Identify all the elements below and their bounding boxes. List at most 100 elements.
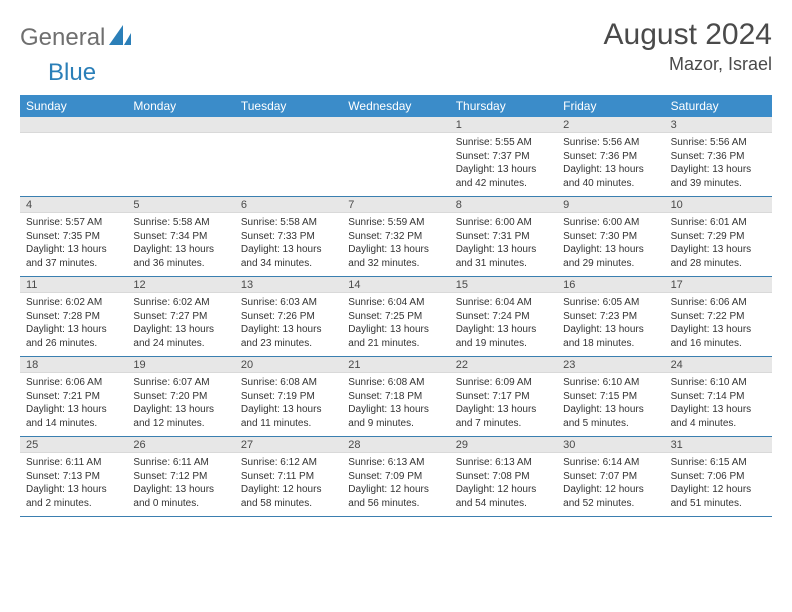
sunrise-text: Sunrise: 6:04 AM [348, 296, 443, 310]
sunset-text: Sunset: 7:33 PM [241, 230, 336, 244]
daylight-text-1: Daylight: 13 hours [563, 323, 658, 337]
sunrise-text: Sunrise: 6:08 AM [241, 376, 336, 390]
daylight-text-1: Daylight: 12 hours [241, 483, 336, 497]
daylight-text-2: and 34 minutes. [241, 257, 336, 271]
sunset-text: Sunset: 7:25 PM [348, 310, 443, 324]
sunset-text: Sunset: 7:32 PM [348, 230, 443, 244]
sunrise-text: Sunrise: 5:59 AM [348, 216, 443, 230]
sunset-text: Sunset: 7:27 PM [133, 310, 228, 324]
daynum-cell: 4 [20, 197, 127, 213]
daylight-text-2: and 5 minutes. [563, 417, 658, 431]
daylight-text-1: Daylight: 13 hours [26, 483, 121, 497]
daynum-cell: 1 [450, 117, 557, 133]
daylight-text-1: Daylight: 13 hours [241, 323, 336, 337]
detail-cell: Sunrise: 6:10 AMSunset: 7:14 PMDaylight:… [665, 373, 772, 437]
daylight-text-2: and 4 minutes. [671, 417, 766, 431]
daylight-text-2: and 54 minutes. [456, 497, 551, 511]
daynum-row: 123 [20, 117, 772, 133]
sunrise-text: Sunrise: 6:04 AM [456, 296, 551, 310]
daylight-text-2: and 42 minutes. [456, 177, 551, 191]
daynum-cell: 9 [557, 197, 664, 213]
daynum-row: 11121314151617 [20, 277, 772, 293]
daynum-cell: 11 [20, 277, 127, 293]
daynum-cell: 23 [557, 357, 664, 373]
sunset-text: Sunset: 7:18 PM [348, 390, 443, 404]
daylight-text-1: Daylight: 13 hours [456, 403, 551, 417]
daylight-text-1: Daylight: 12 hours [456, 483, 551, 497]
detail-cell [20, 133, 127, 197]
sunset-text: Sunset: 7:31 PM [456, 230, 551, 244]
sunrise-text: Sunrise: 6:02 AM [133, 296, 228, 310]
daynum-cell: 16 [557, 277, 664, 293]
daynum-cell: 21 [342, 357, 449, 373]
daynum-cell: 31 [665, 437, 772, 453]
detail-cell: Sunrise: 6:02 AMSunset: 7:27 PMDaylight:… [127, 293, 234, 357]
sunset-text: Sunset: 7:07 PM [563, 470, 658, 484]
daylight-text-1: Daylight: 13 hours [671, 323, 766, 337]
detail-row: Sunrise: 5:57 AMSunset: 7:35 PM Daylight:… [20, 213, 772, 277]
daylight-text-2: and 23 minutes. [241, 337, 336, 351]
daylight-text-1: Daylight: 13 hours [671, 243, 766, 257]
dow-cell: Saturday [665, 95, 772, 117]
daylight-text-2: and 31 minutes. [456, 257, 551, 271]
detail-row: Sunrise: 6:11 AMSunset: 7:13 PMDaylight:… [20, 453, 772, 517]
daynum-cell: 12 [127, 277, 234, 293]
daylight-text-2: and 39 minutes. [671, 177, 766, 191]
daylight-text-1: Daylight: 13 hours [563, 243, 658, 257]
daynum-cell: 18 [20, 357, 127, 373]
daylight-text-2: and 9 minutes. [348, 417, 443, 431]
sunset-text: Sunset: 7:37 PM [456, 150, 551, 164]
daynum-cell: 2 [557, 117, 664, 133]
detail-cell: Sunrise: 5:59 AMSunset: 7:32 PMDaylight:… [342, 213, 449, 277]
daylight-text-1: Daylight: 13 hours [348, 243, 443, 257]
daynum-cell: 29 [450, 437, 557, 453]
detail-cell: Sunrise: 5:57 AMSunset: 7:35 PMDaylight:… [20, 213, 127, 277]
detail-cell: Sunrise: 6:08 AMSunset: 7:18 PMDaylight:… [342, 373, 449, 437]
detail-cell: Sunrise: 5:56 AMSunset: 7:36 PMDaylight:… [557, 133, 664, 197]
daylight-text-2: and 36 minutes. [133, 257, 228, 271]
daylight-text-2: and 2 minutes. [26, 497, 121, 511]
detail-cell: Sunrise: 6:11 AMSunset: 7:12 PMDaylight:… [127, 453, 234, 517]
daylight-text-2: and 16 minutes. [671, 337, 766, 351]
title-block: August 2024 Mazor, Israel [604, 18, 772, 75]
detail-cell: Sunrise: 6:11 AMSunset: 7:13 PMDaylight:… [20, 453, 127, 517]
calendar: SundayMondayTuesdayWednesdayThursdayFrid… [20, 95, 772, 517]
dow-cell: Monday [127, 95, 234, 117]
brand-sail-icon [109, 25, 131, 50]
sunset-text: Sunset: 7:13 PM [26, 470, 121, 484]
daynum-cell: 10 [665, 197, 772, 213]
daylight-text-1: Daylight: 13 hours [563, 403, 658, 417]
detail-cell: Sunrise: 6:04 AMSunset: 7:24 PMDaylight:… [450, 293, 557, 357]
dow-cell: Thursday [450, 95, 557, 117]
brand-part2: Blue [48, 59, 96, 87]
daylight-text-1: Daylight: 13 hours [241, 403, 336, 417]
sunset-text: Sunset: 7:35 PM [26, 230, 121, 244]
sunset-text: Sunset: 7:22 PM [671, 310, 766, 324]
sunset-text: Sunset: 7:15 PM [563, 390, 658, 404]
sunset-text: Sunset: 7:11 PM [241, 470, 336, 484]
daylight-text-1: Daylight: 13 hours [456, 323, 551, 337]
sunrise-text: Sunrise: 5:58 AM [133, 216, 228, 230]
daynum-row: 18192021222324 [20, 357, 772, 373]
detail-cell: Sunrise: 6:00 AMSunset: 7:30 PMDaylight:… [557, 213, 664, 277]
sunrise-text: Sunrise: 5:57 AM [26, 216, 121, 230]
daylight-text-2: and 7 minutes. [456, 417, 551, 431]
month-title: August 2024 [604, 18, 772, 52]
detail-cell: Sunrise: 6:14 AMSunset: 7:07 PMDaylight:… [557, 453, 664, 517]
daylight-text-1: Daylight: 13 hours [133, 403, 228, 417]
daynum-cell: 5 [127, 197, 234, 213]
daynum-cell: 27 [235, 437, 342, 453]
daynum-cell [235, 117, 342, 133]
sunset-text: Sunset: 7:24 PM [456, 310, 551, 324]
daylight-text-2: and 12 minutes. [133, 417, 228, 431]
location: Mazor, Israel [604, 54, 772, 75]
daylight-text-2: and 19 minutes. [456, 337, 551, 351]
daylight-text-1: Daylight: 12 hours [348, 483, 443, 497]
daynum-cell: 22 [450, 357, 557, 373]
daynum-cell: 8 [450, 197, 557, 213]
daylight-text-2: and 11 minutes. [241, 417, 336, 431]
daylight-text-2: and 26 minutes. [26, 337, 121, 351]
detail-cell: Sunrise: 6:02 AMSunset: 7:28 PMDaylight:… [20, 293, 127, 357]
daylight-text-2: and 0 minutes. [133, 497, 228, 511]
sunrise-text: Sunrise: 6:15 AM [671, 456, 766, 470]
